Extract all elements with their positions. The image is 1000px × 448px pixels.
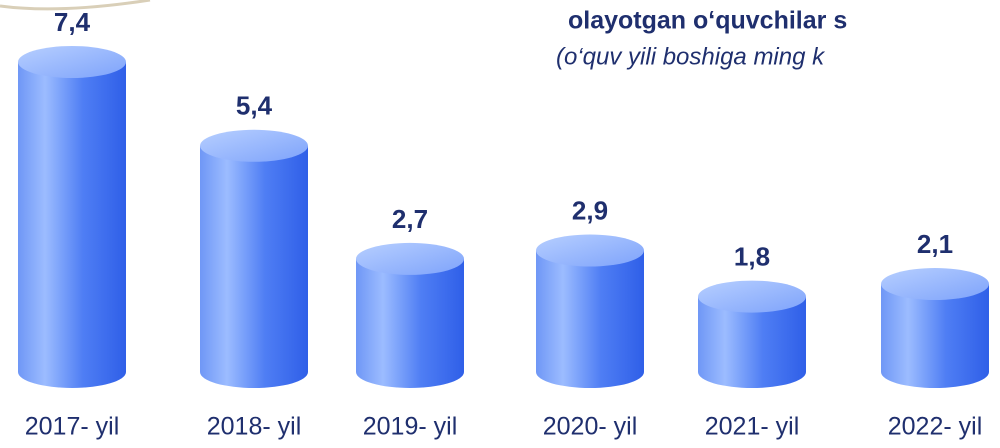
bar-top [18,46,126,78]
x-tick-label: 2022- yil [888,413,983,441]
x-tick-label: 2021- yil [705,413,800,441]
bar [18,62,126,388]
bar [356,258,464,388]
bar-top [698,280,806,313]
bars [18,46,989,388]
x-tick-label: 2018- yil [207,413,302,441]
x-tick-label: 2019- yil [363,413,458,441]
chart-subtitle: (o‘quv yili boshiga ming k [556,43,826,70]
value-label: 7,4 [54,7,91,37]
chart-title: olayotgan o‘quvchilar s [568,7,847,35]
value-label: 5,4 [236,91,273,121]
value-label: 2,1 [917,229,953,259]
x-tick-label: 2020- yil [543,413,638,441]
value-label: 2,7 [392,204,428,234]
bar-top [536,234,644,267]
decoration [0,0,151,11]
bar-top [881,268,989,301]
bar-top [200,129,308,162]
bar-top [356,242,464,275]
value-label: 1,8 [734,241,770,271]
x-tick-label: 2017- yil [25,413,120,441]
bar [536,250,644,388]
value-label: 2,9 [572,195,608,225]
bar [200,145,308,388]
bar [881,284,989,388]
bar [698,296,806,388]
